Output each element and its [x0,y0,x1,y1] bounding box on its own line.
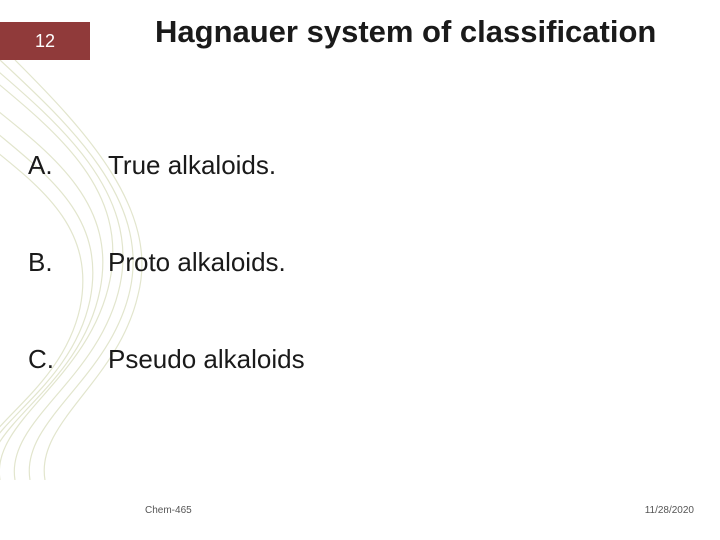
list-item: A. True alkaloids. [28,150,668,181]
page-number-box: 12 [0,22,90,60]
list-item-marker: C. [28,344,108,375]
list-item-marker: A. [28,150,108,181]
list-item-marker: B. [28,247,108,278]
list-item: B. Proto alkaloids. [28,247,668,278]
footer-date: 11/28/2020 [645,505,694,516]
list-item: C. Pseudo alkaloids [28,344,668,375]
list-item-text: Pseudo alkaloids [108,344,305,375]
list-item-text: Proto alkaloids. [108,247,286,278]
footer-left: Chem-465 [145,505,192,516]
classification-list: A. True alkaloids. B. Proto alkaloids. C… [28,150,668,441]
list-item-text: True alkaloids. [108,150,276,181]
slide-title: Hagnauer system of classification [155,14,675,51]
page-number: 12 [35,31,55,52]
